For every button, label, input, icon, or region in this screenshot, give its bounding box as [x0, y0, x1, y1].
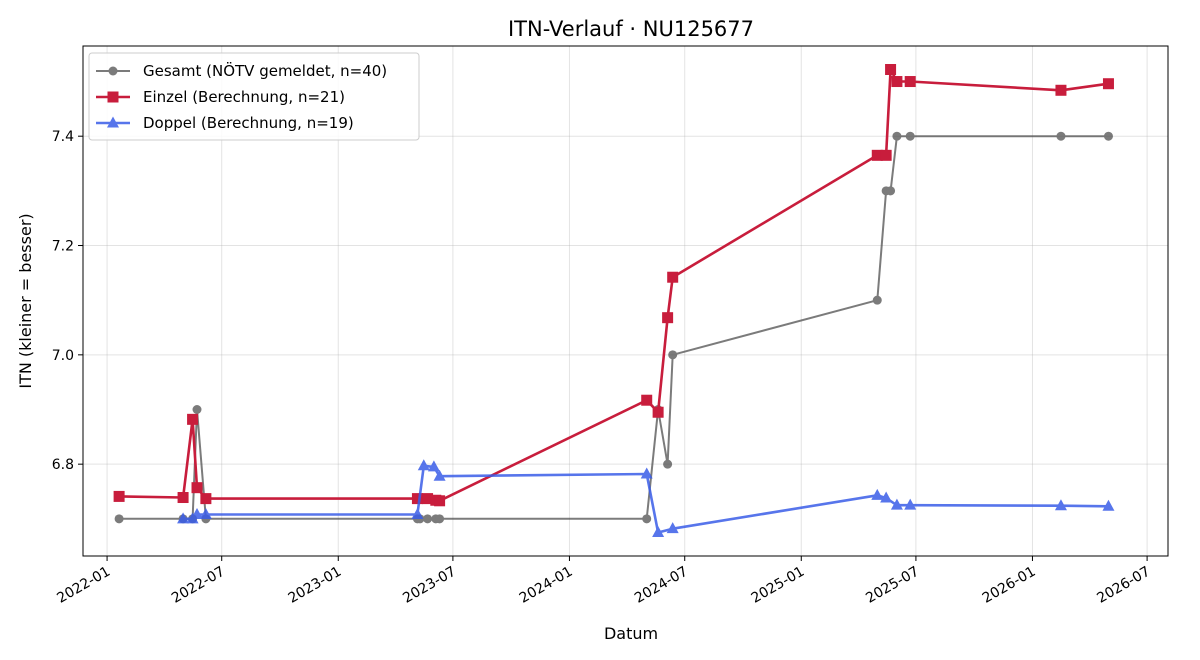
series-2 — [113, 64, 1114, 507]
data-point — [422, 493, 434, 505]
legend-label: Gesamt (NÖTV gemeldet, n=40) — [143, 61, 387, 80]
data-point — [1055, 84, 1067, 96]
data-point — [187, 413, 199, 425]
data-point — [191, 507, 204, 519]
legend-swatch — [96, 91, 130, 103]
legend-marker — [108, 66, 118, 76]
data-point — [871, 149, 883, 161]
data-point — [667, 271, 679, 283]
data-point — [663, 459, 673, 469]
series-layer — [113, 64, 1115, 537]
data-point — [871, 488, 884, 500]
plot-frame — [82, 45, 1169, 557]
data-point — [640, 467, 653, 479]
legend-label: Doppel (Berechnung, n=19) — [143, 114, 354, 132]
data-point — [113, 490, 125, 502]
data-point — [434, 495, 446, 507]
data-point — [192, 405, 202, 415]
y-tick-label: 7.0 — [52, 348, 74, 364]
legend-marker — [107, 116, 119, 128]
data-point — [880, 149, 892, 161]
data-point — [427, 460, 440, 472]
data-point — [666, 522, 679, 534]
data-point — [1102, 499, 1115, 511]
legend-swatch — [96, 66, 130, 76]
data-point — [641, 394, 653, 406]
chart-title: ITN-Verlauf · NU125677 — [508, 17, 754, 41]
data-point — [1102, 78, 1114, 90]
legend-label: Einzel (Berechnung, n=21) — [143, 88, 345, 106]
y-axis-ticks: 6.8 7.0 7.2 7.4 — [52, 129, 83, 473]
data-point — [892, 131, 902, 141]
data-point — [1103, 131, 1113, 141]
y-tick-label: 7.4 — [52, 129, 74, 145]
legend-swatch — [96, 116, 130, 128]
data-point — [417, 459, 430, 471]
data-point — [891, 76, 903, 88]
data-point — [872, 295, 882, 305]
legend-box — [88, 52, 420, 141]
data-point — [1054, 499, 1067, 511]
y-tick-label: 6.8 — [52, 457, 74, 473]
data-point — [200, 493, 212, 505]
data-point — [642, 514, 652, 524]
data-point — [423, 514, 433, 524]
data-point — [652, 406, 664, 418]
data-point — [904, 76, 916, 88]
legend-marker — [107, 91, 119, 103]
y-tick-label: 7.2 — [52, 239, 74, 255]
data-point — [880, 491, 893, 503]
data-point — [652, 525, 665, 537]
data-point — [114, 514, 124, 524]
data-point — [662, 312, 674, 324]
series-3 — [177, 459, 1115, 537]
data-point — [177, 512, 190, 524]
data-point — [435, 514, 445, 524]
x-axis-label: Datum — [604, 624, 658, 643]
data-point — [411, 507, 424, 519]
legend: Gesamt (NÖTV gemeldet, n=40) Einzel (Bere… — [88, 52, 420, 141]
data-point — [411, 493, 423, 505]
data-point — [199, 507, 212, 519]
data-point — [433, 469, 446, 481]
data-point — [1056, 131, 1066, 141]
data-point — [904, 498, 917, 510]
data-point — [668, 350, 678, 360]
data-point — [191, 482, 203, 494]
data-point — [890, 498, 903, 510]
data-point — [885, 64, 897, 76]
data-point — [905, 131, 915, 141]
y-axis-label: ITN (kleiner = besser) — [16, 213, 35, 388]
data-point — [886, 186, 896, 196]
data-point — [177, 492, 189, 504]
